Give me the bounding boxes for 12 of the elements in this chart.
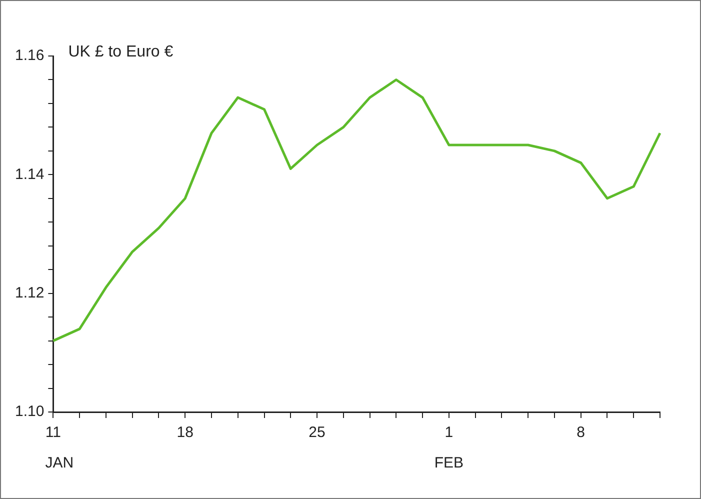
x-tick-label: 1 [444, 424, 454, 442]
x-tick-label: 18 [176, 424, 194, 442]
x-tick-label: 25 [308, 424, 326, 442]
x-tick-label: 11 [45, 424, 61, 442]
text: FEB [434, 454, 464, 472]
y-tick-label: 1.16 [14, 47, 44, 64]
y-tick-label: 1.10 [14, 403, 44, 420]
text: JAN [45, 454, 74, 472]
x-tick-label: 8 [576, 424, 586, 442]
y-tick-label: 1.14 [14, 166, 44, 183]
chart-title: UK £ to Euro € [68, 43, 174, 60]
y-tick-label: 1.12 [14, 284, 44, 302]
